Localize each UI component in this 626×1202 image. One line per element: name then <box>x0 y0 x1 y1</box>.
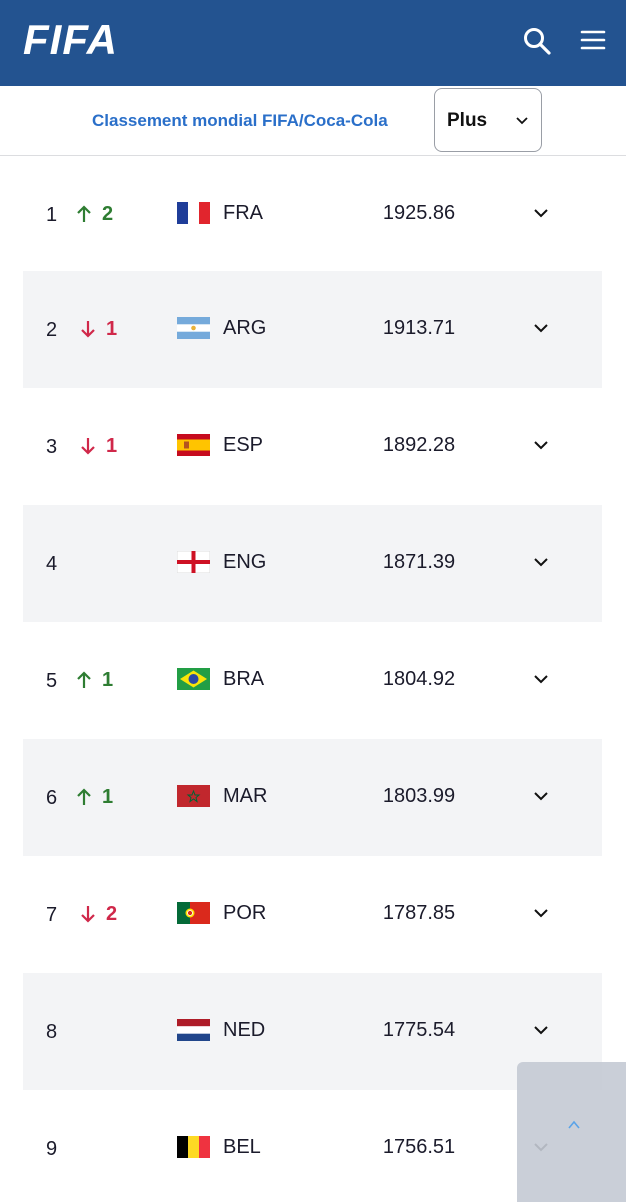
sub-nav: Classement mondial FIFA/Coca-Cola Plus <box>0 86 626 156</box>
expand-chevron[interactable] <box>533 207 549 219</box>
expand-chevron[interactable] <box>533 907 549 919</box>
ranking-row[interactable]: 3 1 ESP 1892.28 <box>23 388 602 505</box>
flag <box>177 317 210 339</box>
points: 1925.86 <box>382 202 456 224</box>
team-code: MAR <box>223 785 268 807</box>
team-code: ARG <box>223 317 267 339</box>
flag <box>177 1136 210 1158</box>
rank: 7 <box>46 904 58 926</box>
expand-chevron[interactable] <box>533 1024 549 1036</box>
change-value: 2 <box>106 902 118 925</box>
rank: 5 <box>46 670 58 692</box>
points: 1803.99 <box>382 785 456 807</box>
ranking-row[interactable]: 1 2 FRA 1925.86 <box>23 156 602 273</box>
change-value: 1 <box>106 434 118 457</box>
expand-chevron[interactable] <box>533 322 549 334</box>
trend-arrow <box>77 788 91 805</box>
flag <box>177 434 210 456</box>
change-value: 1 <box>106 317 118 340</box>
ranking-row[interactable]: 6 1 MAR 1803.99 <box>23 739 602 856</box>
rank: 4 <box>46 553 58 575</box>
rank-change: 1 <box>80 434 117 458</box>
rank: 9 <box>46 1138 58 1160</box>
expand-chevron[interactable] <box>533 439 549 451</box>
expand-chevron[interactable] <box>533 673 549 685</box>
trend-arrow <box>81 321 95 338</box>
rank-change: 2 <box>76 202 113 226</box>
team-code: ESP <box>223 434 264 456</box>
rank: 1 <box>46 204 58 226</box>
trend-arrow <box>81 906 95 923</box>
ranking-row[interactable]: 9 BEL 1756.51 <box>23 1090 602 1200</box>
change-value: 1 <box>102 668 114 691</box>
dropdown[interactable]: Plus <box>434 88 542 152</box>
expand-chevron[interactable] <box>533 790 549 802</box>
ranking-row[interactable]: 7 2 POR 1787.85 <box>23 856 602 973</box>
change-value: 2 <box>102 202 114 225</box>
points: 1892.28 <box>382 434 456 456</box>
rank-change: 1 <box>80 317 117 341</box>
rank-change: 1 <box>76 668 113 692</box>
trend-arrow <box>77 205 91 222</box>
rank-change: 1 <box>76 785 113 809</box>
trend-arrow <box>81 438 95 455</box>
points: 1871.39 <box>382 551 456 573</box>
team-code: ENG <box>223 551 267 573</box>
top-bar: FIFA <box>0 0 626 86</box>
dropdown-chevron <box>516 117 528 125</box>
nav-link[interactable]: Classement mondial FIFA/Coca-Cola <box>92 111 388 130</box>
team-code: BRA <box>223 668 265 690</box>
points: 1804.92 <box>382 668 456 690</box>
team-code: NED <box>223 1019 266 1041</box>
points: 1913.71 <box>382 317 456 339</box>
trend-arrow <box>77 671 91 688</box>
flag <box>177 785 210 807</box>
rank: 3 <box>46 436 58 458</box>
ranking-row[interactable]: 8 NED 1775.54 <box>23 973 602 1090</box>
team-code: POR <box>223 902 267 924</box>
ranking-row[interactable]: 2 1 ARG 1913.71 <box>23 271 602 388</box>
dropdown-label: Plus <box>447 110 488 131</box>
menu-icon[interactable] <box>580 29 606 51</box>
rank: 6 <box>46 787 58 809</box>
flag <box>177 1019 210 1041</box>
team-code: BEL <box>223 1136 261 1158</box>
team-code: FRA <box>223 202 263 224</box>
flag <box>177 202 210 224</box>
rank: 2 <box>46 319 58 341</box>
ranking-list: 1 2 FRA 1925.86 2 1 ARG 1913.71 3 1 ESP 1892.28 4… <box>0 156 626 1200</box>
ranking-row[interactable]: 5 1 BRA 1804.92 <box>23 622 602 739</box>
ranking-row[interactable]: 4 ENG 1871.39 <box>23 505 602 622</box>
rank-change: 2 <box>80 902 117 926</box>
caret-up <box>568 1120 580 1129</box>
points: 1756.51 <box>382 1136 456 1158</box>
expand-chevron[interactable] <box>533 556 549 568</box>
points: 1787.85 <box>382 902 456 924</box>
search-icon[interactable] <box>522 26 552 56</box>
logo[interactable]: FIFA <box>23 16 118 63</box>
flag <box>177 902 210 924</box>
flag <box>177 668 210 690</box>
points: 1775.54 <box>382 1019 456 1041</box>
flag <box>177 551 210 573</box>
rank: 8 <box>46 1021 58 1043</box>
back-to-top[interactable] <box>517 1062 626 1202</box>
change-value: 1 <box>102 785 114 808</box>
